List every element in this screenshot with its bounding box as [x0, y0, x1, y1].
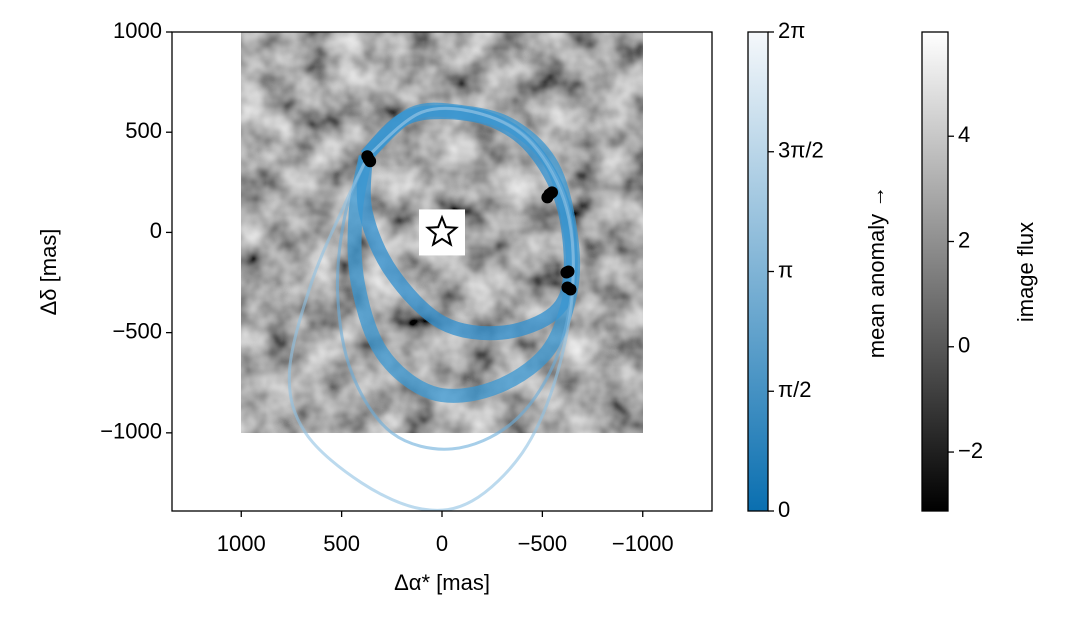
colorbar-tick-label: π/2 — [778, 377, 812, 402]
x-axis-label: Δα* [mas] — [394, 570, 490, 595]
x-tick-label: 1000 — [217, 531, 266, 556]
y-tick-label: −500 — [112, 318, 162, 343]
observation — [560, 266, 573, 279]
colorbar-label: mean anomaly → — [864, 186, 889, 358]
orbit — [287, 106, 575, 511]
x-tick-label: −1000 — [612, 531, 674, 556]
star — [425, 214, 459, 247]
colorbar-tick-label: 0 — [778, 497, 790, 522]
y-tick-label: 500 — [125, 118, 162, 143]
y-tick-label: 1000 — [113, 18, 162, 43]
colorbar-tick-label: 0 — [958, 333, 970, 358]
colorbar-tick-label: 2 — [958, 227, 970, 252]
colorbar-label: image flux — [1013, 222, 1038, 322]
plot-area — [241, 32, 643, 511]
observation — [541, 191, 554, 204]
observation — [364, 155, 377, 168]
x-tick-label: 0 — [436, 531, 448, 556]
y-axis-label: Δδ [mas] — [36, 229, 61, 316]
colorbar-tick-label: 4 — [958, 122, 970, 147]
y-tick-label: −1000 — [100, 419, 162, 444]
colorbar — [921, 31, 949, 512]
observation — [564, 283, 577, 296]
orbit — [347, 102, 581, 403]
colorbar-tick-label: −2 — [958, 438, 983, 463]
colorbar — [747, 31, 769, 512]
colorbar-tick-label: π — [778, 257, 793, 282]
colorbar-tick-label: 2π — [778, 18, 805, 43]
x-tick-label: −500 — [518, 531, 568, 556]
x-tick-label: 500 — [323, 531, 360, 556]
y-tick-label: 0 — [150, 218, 162, 243]
colorbar-tick-label: 3π/2 — [778, 138, 824, 163]
